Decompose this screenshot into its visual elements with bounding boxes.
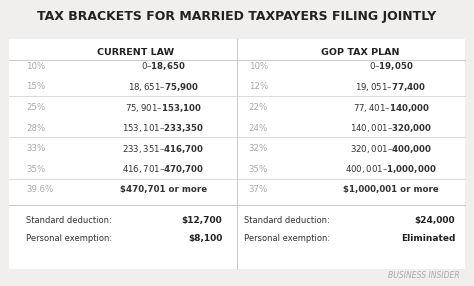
Text: GOP TAX PLAN: GOP TAX PLAN [321, 48, 400, 57]
Text: 32%: 32% [249, 144, 268, 153]
Text: 28%: 28% [26, 124, 46, 133]
Text: $1,000,001 or more: $1,000,001 or more [343, 185, 439, 194]
Text: 35%: 35% [249, 165, 268, 174]
Text: 24%: 24% [249, 124, 268, 133]
Text: BUSINESS INSIDER: BUSINESS INSIDER [388, 271, 460, 280]
Text: Personal exemption:: Personal exemption: [26, 233, 112, 243]
Text: $0 – $18,650: $0 – $18,650 [141, 60, 186, 72]
Text: $18,651 – $75,900: $18,651 – $75,900 [128, 81, 199, 93]
Text: Personal exemption:: Personal exemption: [244, 233, 330, 243]
Text: TAX BRACKETS FOR MARRIED TAXPAYERS FILING JOINTLY: TAX BRACKETS FOR MARRIED TAXPAYERS FILIN… [37, 10, 437, 23]
Text: 35%: 35% [26, 165, 46, 174]
Text: Standard deduction:: Standard deduction: [244, 216, 330, 225]
Text: $75,901 – $153,100: $75,901 – $153,100 [125, 102, 202, 114]
Text: 39.6%: 39.6% [26, 185, 53, 194]
Text: 33%: 33% [26, 144, 46, 153]
Text: $12,700: $12,700 [182, 216, 222, 225]
Text: Standard deduction:: Standard deduction: [26, 216, 112, 225]
Text: $470,701 or more: $470,701 or more [120, 185, 207, 194]
Text: $24,000: $24,000 [414, 216, 455, 225]
Text: $8,100: $8,100 [188, 233, 222, 243]
Text: $19,051 – $77,400: $19,051 – $77,400 [356, 81, 427, 93]
Text: $140,001 – $320,000: $140,001 – $320,000 [350, 122, 432, 134]
Text: 12%: 12% [249, 82, 268, 92]
Text: $0 – $19,050: $0 – $19,050 [369, 60, 413, 72]
Text: 37%: 37% [249, 185, 268, 194]
Text: $320,001 – $400,000: $320,001 – $400,000 [350, 143, 432, 155]
Text: 10%: 10% [26, 62, 46, 71]
Text: $400,001 – $1,000,000: $400,001 – $1,000,000 [345, 163, 437, 175]
Text: 10%: 10% [249, 62, 268, 71]
Text: $153,101 – $233,350: $153,101 – $233,350 [122, 122, 205, 134]
Text: Eliminated: Eliminated [401, 233, 455, 243]
Text: $416,701 – $470,700: $416,701 – $470,700 [122, 163, 205, 175]
Text: $77,401 – $140,000: $77,401 – $140,000 [353, 102, 429, 114]
Text: 15%: 15% [26, 82, 46, 92]
Text: 22%: 22% [249, 103, 268, 112]
Text: 25%: 25% [26, 103, 46, 112]
Text: CURRENT LAW: CURRENT LAW [97, 48, 173, 57]
Text: $233,351 – $416,700: $233,351 – $416,700 [122, 143, 205, 155]
